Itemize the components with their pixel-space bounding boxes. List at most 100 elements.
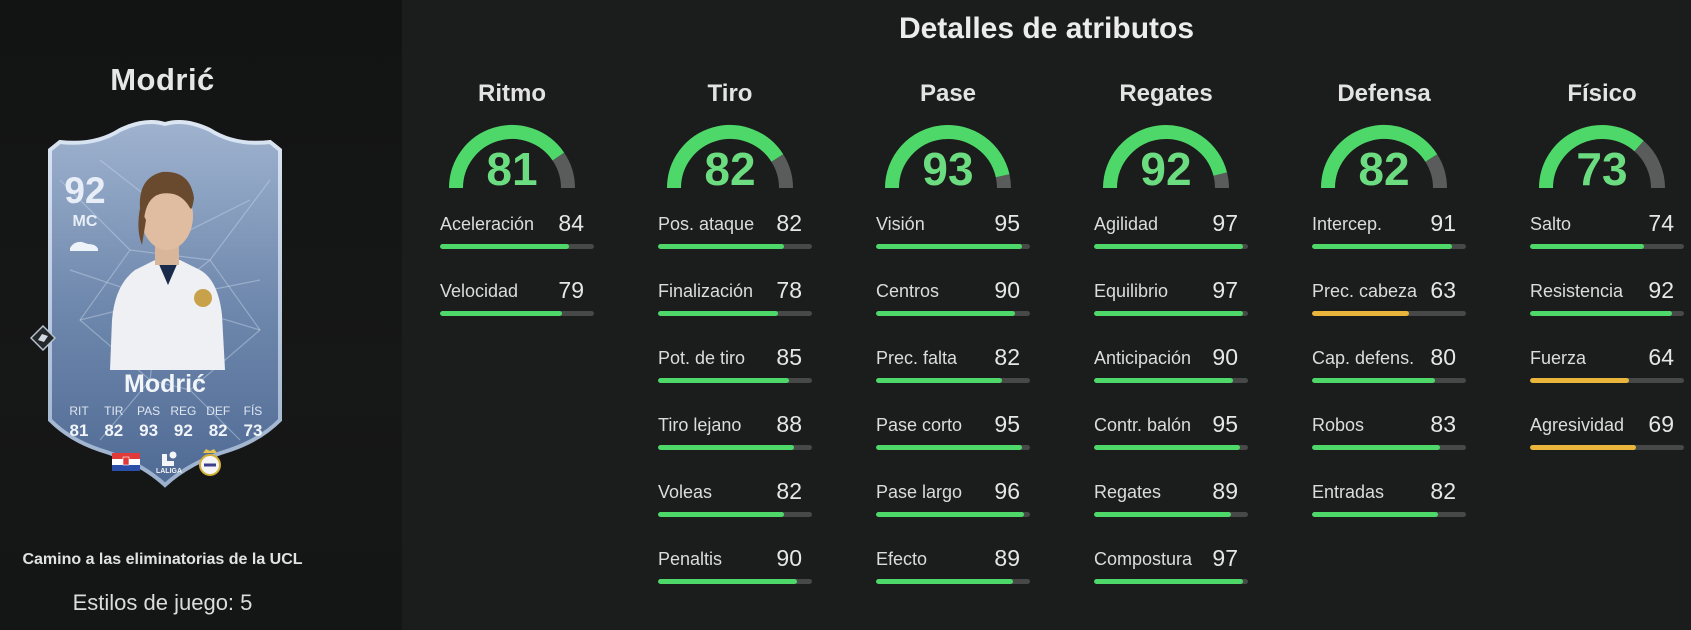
attribute-value: 89 bbox=[1212, 478, 1238, 504]
gauge-arc bbox=[667, 125, 793, 189]
card-stat: TIR 82 bbox=[99, 404, 129, 441]
card-stat-value: 82 bbox=[208, 421, 228, 440]
attribute-row: Pot. de tiro 85 bbox=[646, 344, 814, 415]
gauge-fill bbox=[1103, 125, 1228, 189]
attribute-bar bbox=[876, 445, 1030, 450]
attr-column-ritmo: Ritmo 81 Aceleración 84 Velocidad 79 bbox=[428, 80, 596, 348]
attribute-bar bbox=[1094, 378, 1248, 383]
card-stat-label: RIT bbox=[69, 404, 89, 418]
attribute-bar bbox=[658, 445, 812, 450]
attribute-bar-fill bbox=[1530, 445, 1637, 450]
attr-column-defensa: Defensa 82 Intercep. 91 Prec. cabeza 63 Cap. d… bbox=[1300, 80, 1468, 549]
column-title: Físico bbox=[1567, 80, 1637, 107]
attribute-bar bbox=[876, 311, 1030, 316]
attribute-bar bbox=[876, 244, 1030, 249]
gauge-arc bbox=[1321, 125, 1447, 189]
column-title: Ritmo bbox=[478, 80, 546, 107]
category-rating: 82 bbox=[1358, 143, 1410, 195]
attribute-value: 89 bbox=[994, 545, 1020, 571]
attribute-row: Salto 74 bbox=[1518, 210, 1686, 281]
attribute-value: 69 bbox=[1648, 411, 1674, 437]
section-title: Detalles de atributos bbox=[898, 12, 1195, 45]
category-gauge: 82 bbox=[646, 122, 814, 200]
gauge-track bbox=[771, 154, 793, 189]
attribute-bar-fill bbox=[876, 378, 1003, 383]
attribute-name: Regates bbox=[1094, 482, 1162, 502]
attr-column-tiro: Tiro 82 Pos. ataque 82 Finalización 78 Pot. de… bbox=[646, 80, 814, 616]
attribute-bar-fill bbox=[440, 244, 570, 249]
card-stat-label: REG bbox=[170, 404, 197, 418]
attribute-value: 97 bbox=[1212, 210, 1238, 236]
attribute-bar-fill bbox=[658, 512, 785, 517]
card-stat-value: 82 bbox=[104, 421, 124, 440]
attribute-value: 90 bbox=[1212, 344, 1238, 370]
attribute-value: 80 bbox=[1430, 344, 1456, 370]
attribute-bar bbox=[658, 579, 812, 584]
category-rating: 81 bbox=[486, 143, 538, 195]
attribute-bar-fill bbox=[1094, 445, 1241, 450]
playstyles-count[interactable]: Estilos de juego: 5 bbox=[72, 590, 253, 615]
attribute-bar-fill bbox=[1094, 378, 1233, 383]
gauge-track bbox=[1425, 154, 1447, 189]
attribute-value: 95 bbox=[994, 210, 1020, 236]
attribute-value: 97 bbox=[1212, 277, 1238, 303]
card-rating: 92 bbox=[64, 170, 106, 211]
attribute-row: Agilidad 97 bbox=[1082, 210, 1250, 281]
attribute-bar-fill bbox=[658, 311, 779, 316]
attribute-row: Finalización 78 bbox=[646, 277, 814, 348]
attribute-bar-fill bbox=[1094, 244, 1244, 249]
attribute-value: 74 bbox=[1648, 210, 1674, 236]
attribute-value: 96 bbox=[994, 478, 1020, 504]
attribute-bar bbox=[1094, 244, 1248, 249]
attribute-name: Finalización bbox=[658, 281, 754, 301]
attribute-bar bbox=[658, 378, 812, 383]
attribute-row: Compostura 97 bbox=[1082, 545, 1250, 616]
gauge-fill bbox=[449, 125, 565, 189]
attribute-bar-fill bbox=[1530, 311, 1672, 316]
laliga-logo-icon: LALIGA bbox=[156, 450, 182, 475]
attribute-name: Salto bbox=[1530, 214, 1572, 234]
attribute-value: 63 bbox=[1430, 277, 1456, 303]
attribute-name: Pase largo bbox=[876, 482, 963, 502]
card-stats: RIT 81 TIR 82 PAS 93 REG 92 DEF 82 FÍS 7… bbox=[64, 404, 268, 441]
attribute-row: Fuerza 64 bbox=[1518, 344, 1686, 415]
attribute-row: Pos. ataque 82 bbox=[646, 210, 814, 281]
player-card[interactable]: 92 MC Modrić RIT 81 TIR 82 PAS 93 REG bbox=[30, 120, 290, 490]
attribute-value: 95 bbox=[1212, 411, 1238, 437]
attribute-bar-fill bbox=[1312, 512, 1439, 517]
attribute-name: Agresividad bbox=[1530, 415, 1625, 435]
attribute-name: Contr. balón bbox=[1094, 415, 1192, 435]
attribute-value: 82 bbox=[994, 344, 1020, 370]
attribute-bar-fill bbox=[1312, 445, 1440, 450]
gauge-fill bbox=[667, 125, 784, 189]
player-image bbox=[110, 171, 225, 370]
card-stat: RIT 81 bbox=[64, 404, 94, 441]
gauge-track bbox=[995, 174, 1011, 189]
attribute-list: Pos. ataque 82 Finalización 78 Pot. de tiro 8… bbox=[646, 210, 814, 616]
card-stat-value: 81 bbox=[69, 421, 89, 440]
attribute-row: Penaltis 90 bbox=[646, 545, 814, 616]
attribute-value: 84 bbox=[558, 210, 584, 236]
player-title: Modrić bbox=[110, 62, 215, 97]
laliga-label: LALIGA bbox=[155, 467, 183, 475]
card-stat-value: 93 bbox=[139, 421, 159, 440]
attribute-name: Entradas bbox=[1312, 482, 1385, 502]
gauge-fill bbox=[1321, 125, 1438, 189]
attribute-bar bbox=[1312, 244, 1466, 249]
attribute-row: Tiro lejano 88 bbox=[646, 411, 814, 482]
column-title: Regates bbox=[1119, 80, 1213, 107]
attribute-bar bbox=[1530, 378, 1684, 383]
attribute-name: Fuerza bbox=[1530, 348, 1587, 368]
column-title: Tiro bbox=[707, 80, 753, 107]
card-stat: PAS 93 bbox=[134, 404, 164, 441]
attribute-bar bbox=[440, 311, 594, 316]
attribute-bar bbox=[1094, 512, 1248, 517]
attribute-row: Prec. falta 82 bbox=[864, 344, 1032, 415]
playstyle-icon[interactable] bbox=[30, 325, 56, 351]
attribute-name: Cap. defens. bbox=[1312, 348, 1415, 368]
column-title: Pase bbox=[919, 80, 977, 107]
attribute-bar-fill bbox=[658, 445, 794, 450]
gauge-track bbox=[552, 152, 575, 189]
attribute-bar bbox=[876, 512, 1030, 517]
attribute-row: Prec. cabeza 63 bbox=[1300, 277, 1468, 348]
